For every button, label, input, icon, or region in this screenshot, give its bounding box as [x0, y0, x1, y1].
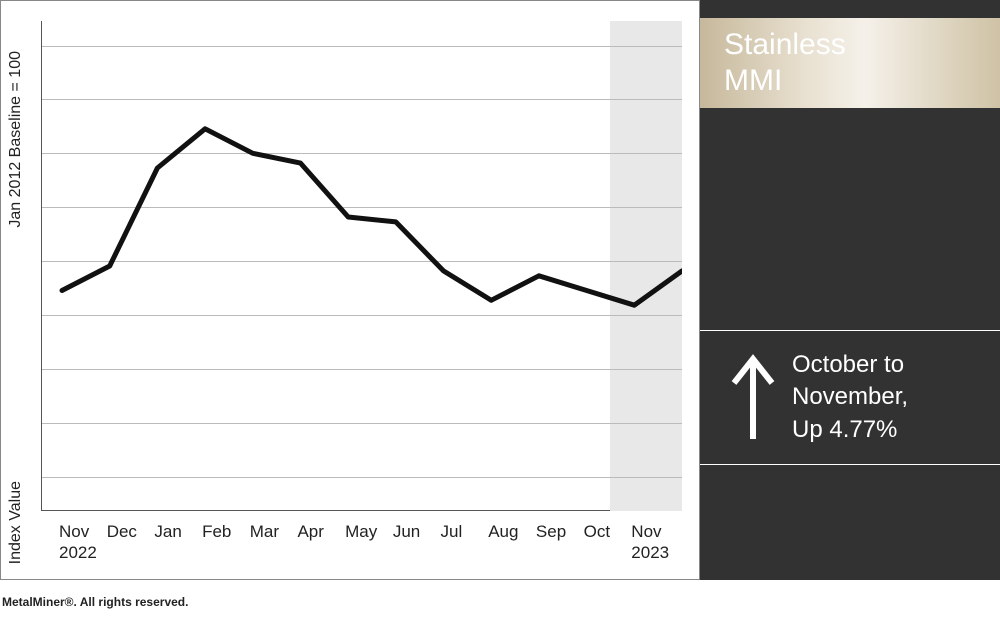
callout-text: October to November, Up 4.77%: [792, 349, 908, 446]
y-axis-label-bottom: Index Value: [7, 481, 25, 564]
x-axis-label: Nov2022: [59, 521, 109, 564]
plot-area: [41, 21, 681, 511]
chart-panel: Jan 2012 Baseline = 100 Index Value Nov2…: [0, 0, 700, 580]
x-axis-label: Mar: [250, 521, 300, 542]
line-chart-svg: [42, 21, 682, 511]
x-axis-label: Jul: [441, 521, 491, 542]
panel-title: Stainless MMI: [724, 27, 846, 99]
x-axis-label: Dec: [107, 521, 157, 542]
x-axis-label: Apr: [297, 521, 347, 542]
x-axis-label: Sep: [536, 521, 586, 542]
layout-container: Jan 2012 Baseline = 100 Index Value Nov2…: [0, 0, 1000, 580]
callout-line3: Up 4.77%: [792, 416, 897, 443]
callout-line2: November,: [792, 383, 908, 410]
x-axis-label: Jun: [393, 521, 443, 542]
side-panel: Stainless MMI October to November, Up 4.…: [700, 0, 1000, 580]
callout-box: October to November, Up 4.77%: [700, 330, 1000, 465]
y-axis-label-top: Jan 2012 Baseline = 100: [7, 51, 25, 228]
x-axis-label: Nov2023: [631, 521, 681, 564]
series-line: [62, 129, 682, 305]
footer-copyright: MetalMiner®. All rights reserved.: [2, 595, 188, 609]
x-axis-label: Jan: [154, 521, 204, 542]
x-axis-label: May: [345, 521, 395, 542]
x-axis-label: Aug: [488, 521, 538, 542]
arrow-up-icon: [728, 353, 778, 443]
panel-title-line2: MMI: [724, 64, 782, 97]
panel-title-line1: Stainless: [724, 28, 846, 61]
callout-line1: October to: [792, 351, 904, 378]
x-axis-label: Feb: [202, 521, 252, 542]
title-band: Stainless MMI: [700, 18, 1000, 108]
x-axis-label: Oct: [584, 521, 634, 542]
